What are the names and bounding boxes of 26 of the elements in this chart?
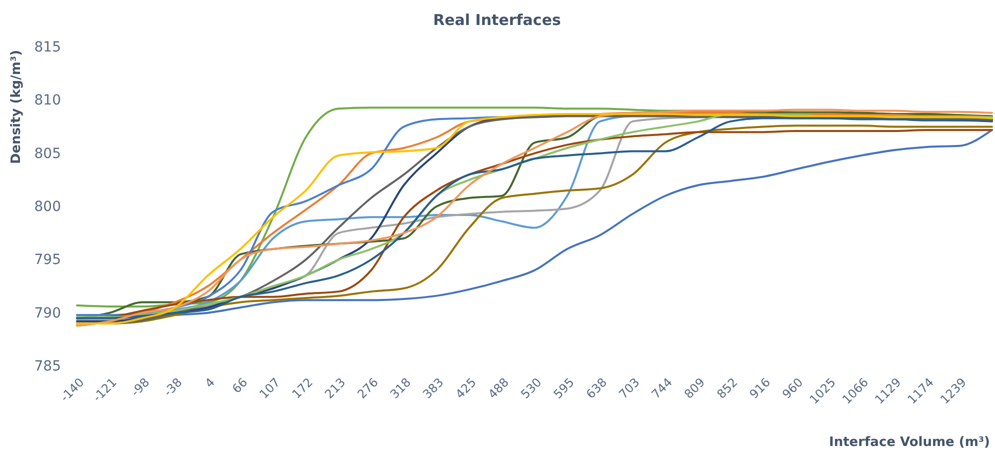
y-tick-label: 815	[34, 39, 61, 56]
x-tick-label: 66	[229, 375, 250, 396]
y-tick-label: 800	[34, 198, 61, 215]
x-tick-label: 960	[780, 375, 806, 402]
x-axis-title: Interface Volume (m³)	[828, 435, 990, 450]
x-tick-label: -38	[161, 375, 185, 400]
x-tick-label: 852	[714, 375, 740, 402]
x-tick-label: -98	[128, 375, 152, 400]
y-tick-label: 805	[34, 146, 61, 162]
x-tick-label: 213	[322, 375, 348, 402]
y-tick-label: 795	[34, 252, 61, 268]
y-tick-label: 785	[34, 358, 61, 374]
x-tick-label: 703	[616, 375, 642, 402]
x-tick-label: 809	[682, 375, 708, 402]
x-tick-label: 383	[420, 375, 446, 402]
x-tick-label: 172	[289, 375, 316, 402]
y-axis-title: Density (kg/m³)	[9, 50, 24, 164]
chart-title: Real Interfaces	[433, 11, 561, 29]
y-tick-label: 810	[34, 92, 61, 109]
x-tick-label: 425	[452, 375, 479, 402]
y-tick-label: 790	[34, 305, 61, 322]
x-tick-label: 530	[518, 375, 544, 402]
x-tick-label: 638	[584, 375, 610, 402]
x-tick-label: 4	[202, 375, 218, 391]
x-tick-label: 744	[648, 375, 675, 402]
x-tick-label: 488	[485, 375, 512, 402]
